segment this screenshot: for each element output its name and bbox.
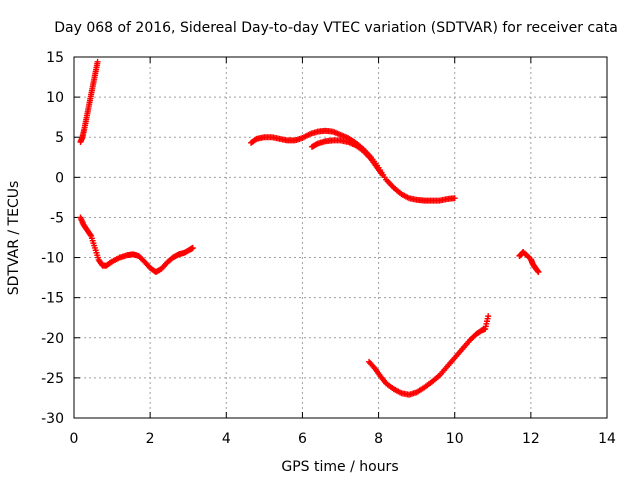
x-tick-label: 14 [598, 431, 616, 447]
x-tick-label: 4 [222, 431, 231, 447]
x-tick-label: 6 [298, 431, 307, 447]
y-tick-label: 10 [46, 90, 64, 106]
data-series [77, 214, 196, 275]
data-series [77, 58, 101, 146]
y-tick-label: -5 [50, 210, 64, 226]
y-tick-label: -15 [41, 291, 64, 307]
plot-frame [73, 56, 608, 419]
y-tick-label: 0 [55, 170, 64, 186]
x-tick-label: 10 [446, 431, 464, 447]
y-tick-label: -10 [41, 251, 64, 267]
x-tick-label: 12 [522, 431, 540, 447]
chart-title: Day 068 of 2016, Sidereal Day-to-day VTE… [54, 20, 618, 36]
plot-area [77, 58, 542, 398]
data-point [94, 58, 101, 65]
x-axis-label: GPS time / hours [281, 459, 398, 475]
data-point [87, 231, 94, 238]
data-point [379, 171, 386, 178]
data-point [535, 268, 542, 275]
x-tick-label: 8 [374, 431, 383, 447]
y-tick-label: 5 [55, 130, 64, 146]
data-series [308, 137, 386, 178]
data-point [189, 244, 196, 251]
data-series [248, 127, 458, 204]
y-axis-label: SDTVAR / TECUs [6, 181, 22, 296]
x-tick-label: 0 [70, 431, 79, 447]
data-point [451, 195, 458, 202]
data-point [485, 313, 492, 320]
x-tick-label: 2 [146, 431, 155, 447]
grid [74, 57, 607, 418]
y-tick-label: -20 [41, 331, 64, 347]
axis-ticks: 0 2 4 6 8 10 12 14 -30 -25 -20 -15 -10 -5 0 5 10 15 [41, 50, 616, 447]
y-tick-label: 15 [46, 50, 64, 66]
y-tick-label: -25 [41, 371, 64, 387]
y-tick-label: -30 [41, 411, 64, 427]
data-series [516, 248, 542, 275]
data-series [366, 313, 492, 398]
